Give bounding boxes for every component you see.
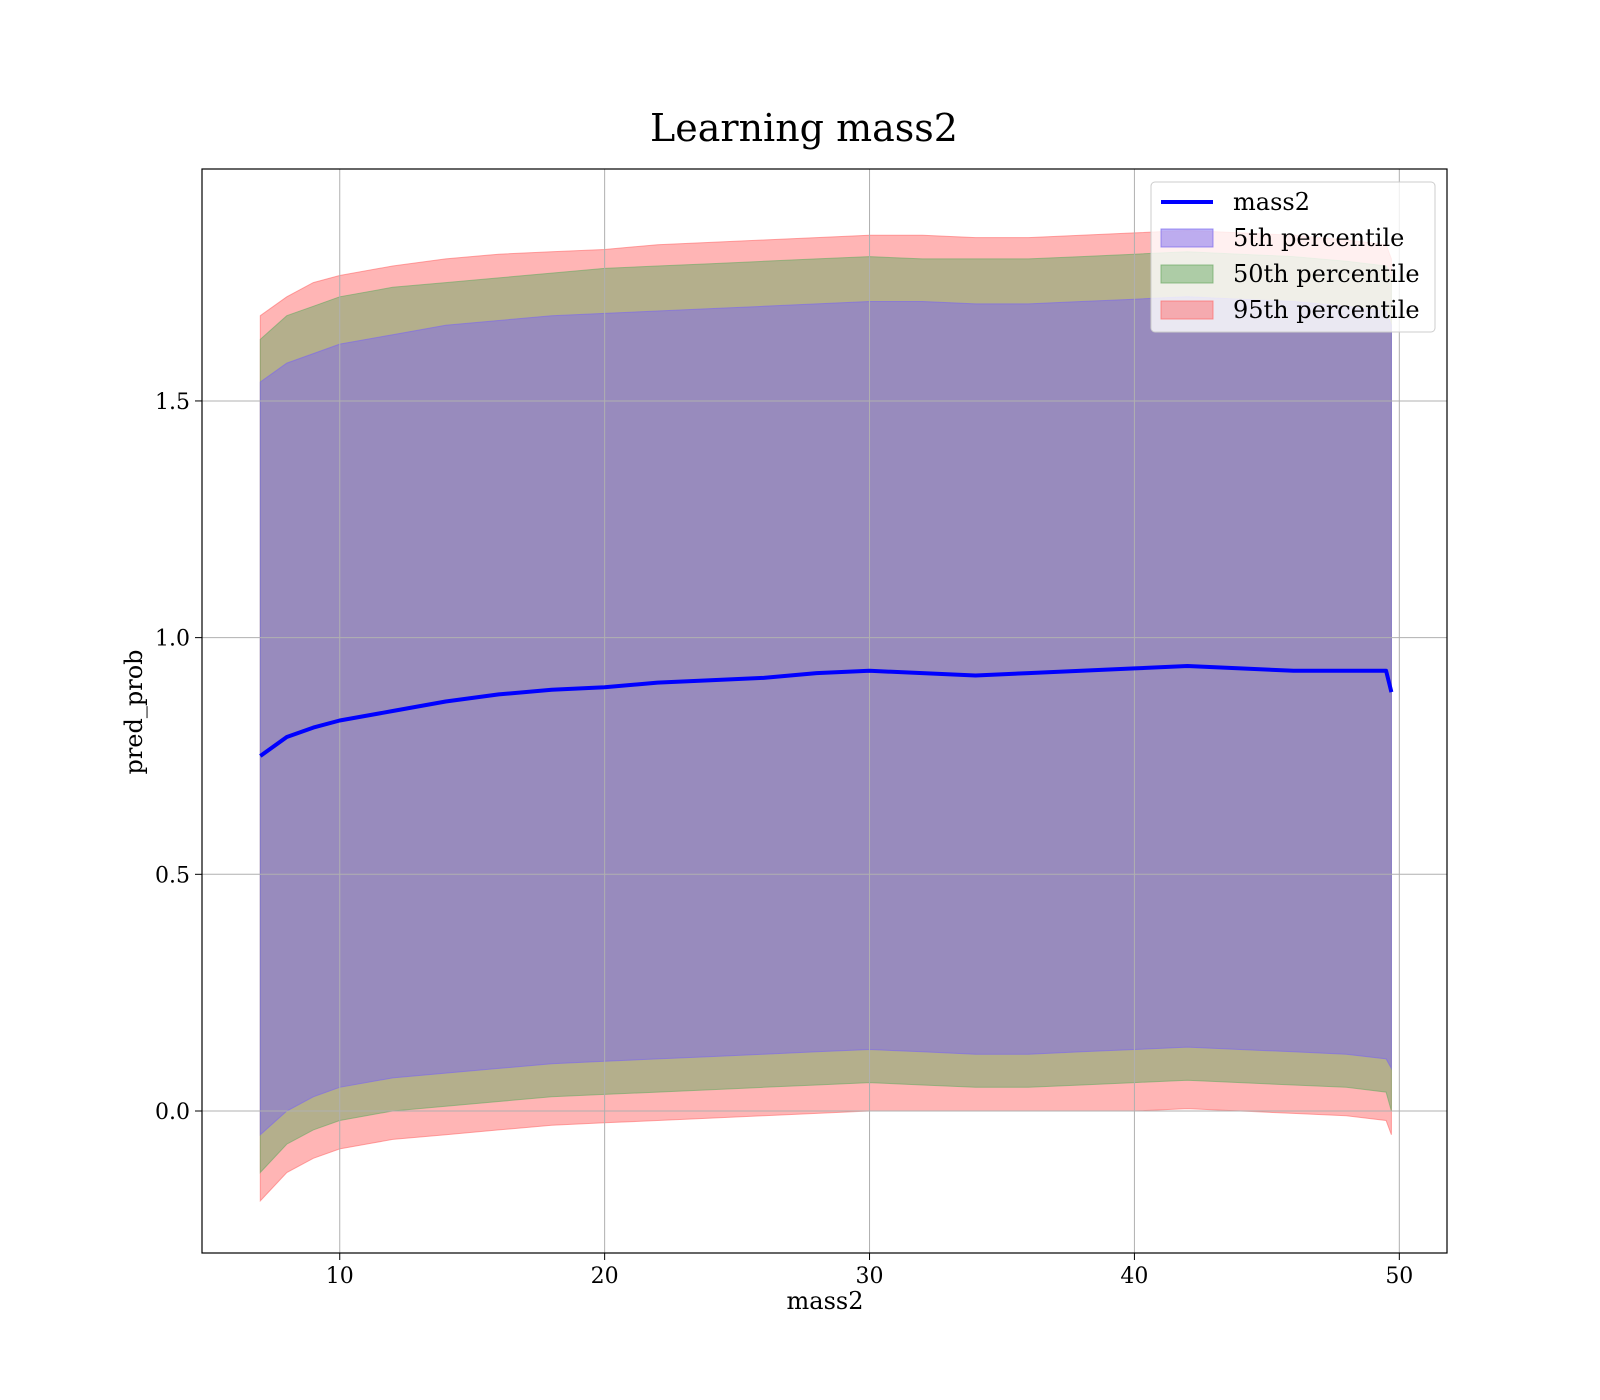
legend-swatch-patch [1160, 228, 1214, 248]
legend-label: 50th percentile [1233, 260, 1420, 288]
lines [259, 664, 1394, 758]
y-tick-label: 0.5 [155, 863, 190, 888]
x-axis-ticks: 10 20 30 40 50 [326, 1253, 1413, 1289]
y-tick-label: 0.0 [155, 1100, 190, 1125]
y-axis-label: pred_prob [120, 649, 148, 774]
series-line-mass2 [259, 664, 1394, 758]
x-tick-label: 10 [326, 1264, 354, 1289]
y-tick-label: 1.0 [155, 627, 190, 652]
x-tick-label: 50 [1385, 1264, 1413, 1289]
chart-title: Learning mass2 [650, 106, 958, 150]
plot-bands [259, 229, 1392, 1203]
x-tick-label: 20 [591, 1264, 619, 1289]
legend-swatch-patch [1160, 264, 1214, 284]
legend-label: 95th percentile [1233, 296, 1420, 324]
legend-label: mass2 [1233, 188, 1310, 216]
y-axis-ticks: 0.0 0.5 1.0 1.5 [155, 390, 202, 1125]
grid [202, 169, 1447, 1253]
legend: mass2 5th percentile 50th percentile 95th p… [1150, 181, 1436, 333]
x-tick-label: 30 [856, 1264, 884, 1289]
legend-label: 5th percentile [1233, 224, 1404, 252]
band-5th-percentile [259, 296, 1392, 1136]
x-axis-label: mass2 [787, 1287, 864, 1315]
y-tick-label: 1.5 [155, 390, 190, 415]
plot-frame [201, 168, 1448, 1254]
legend-box [1150, 181, 1436, 333]
x-tick-label: 40 [1120, 1264, 1148, 1289]
legend-swatch-patch [1160, 300, 1214, 320]
